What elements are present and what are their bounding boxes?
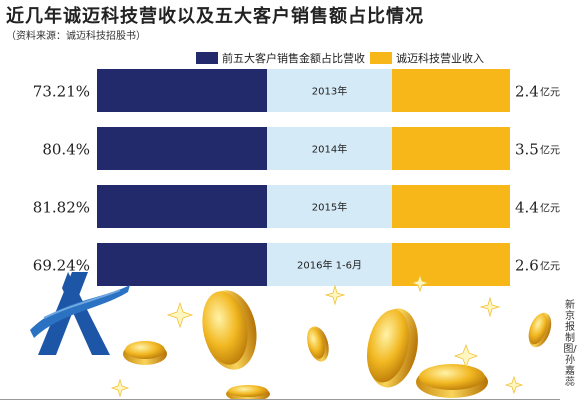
coin-4 xyxy=(307,326,329,362)
revenue-value-label: 2.4 xyxy=(515,83,539,101)
decorative-coins xyxy=(30,272,552,400)
share-value-label: 73.21% xyxy=(33,83,90,101)
year-band xyxy=(267,69,392,112)
legend-item-share: 前五大客户销售金额占比营收 xyxy=(196,50,365,66)
coin-6 xyxy=(528,312,552,348)
share-bar xyxy=(97,127,267,170)
share-value-label: 81.82% xyxy=(33,199,90,217)
year-label: 2016年 1-6月 xyxy=(297,259,362,272)
legend-label-revenue: 诚迈科技营业收入 xyxy=(396,52,484,65)
logo-icon xyxy=(30,272,130,355)
year-label: 2014年 xyxy=(312,143,347,156)
revenue-bar xyxy=(392,69,510,112)
year-band xyxy=(267,185,392,228)
legend-item-revenue: 诚迈科技营业收入 xyxy=(370,50,484,66)
coin-1 xyxy=(202,290,257,370)
revenue-value-label: 4.4 xyxy=(515,199,539,217)
revenue-unit-label: 亿元 xyxy=(540,144,560,157)
share-value-label: 80.4% xyxy=(42,141,90,159)
revenue-unit-label: 亿元 xyxy=(540,86,560,99)
revenue-unit-label: 亿元 xyxy=(540,260,560,273)
year-band xyxy=(267,243,392,286)
revenue-unit-label: 亿元 xyxy=(540,202,560,215)
revenue-bar xyxy=(392,127,510,170)
revenue-bar xyxy=(392,185,510,228)
coin-3 xyxy=(366,308,418,388)
share-bar xyxy=(97,243,267,286)
share-bar xyxy=(97,69,267,112)
legend-swatch-share xyxy=(196,52,218,64)
data-source-note: （资料来源：诚迈科技招股书） xyxy=(6,31,146,42)
coin-5 xyxy=(416,364,488,398)
year-label: 2015年 xyxy=(312,201,347,214)
credit-note: 新京报制图/孙嘉蕊 xyxy=(563,300,577,388)
legend-swatch-revenue xyxy=(370,52,392,64)
revenue-bar xyxy=(392,243,510,286)
share-bar xyxy=(97,185,267,228)
year-label: 2013年 xyxy=(312,85,347,98)
share-value-label: 69.24% xyxy=(33,257,90,275)
revenue-value-label: 2.6 xyxy=(515,257,539,275)
coin-7 xyxy=(226,385,270,400)
year-band xyxy=(267,127,392,170)
coin-2 xyxy=(123,341,167,365)
legend-label-share: 前五大客户销售金额占比营收 xyxy=(222,52,365,65)
chart-title: 近几年诚迈科技营收以及五大客户销售额占比情况 xyxy=(6,6,424,27)
sparkles xyxy=(110,273,524,398)
revenue-value-label: 3.5 xyxy=(515,141,539,159)
